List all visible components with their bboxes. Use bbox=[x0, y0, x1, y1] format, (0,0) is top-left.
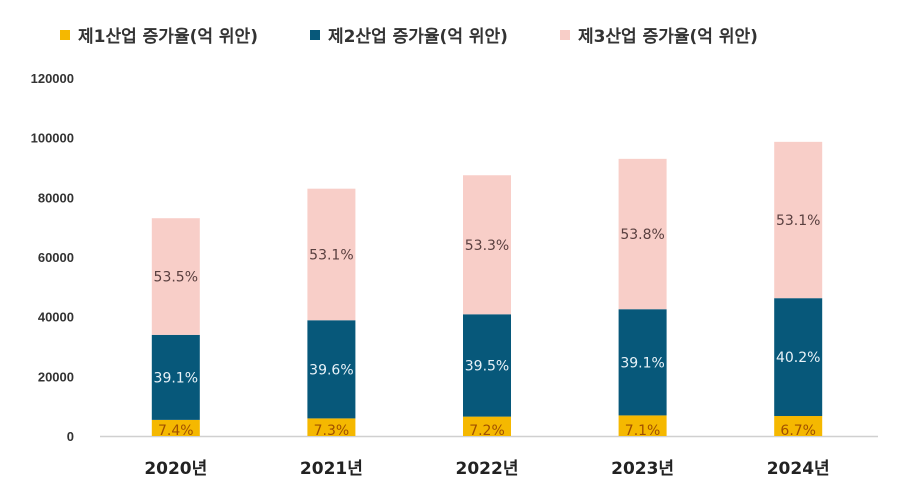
y-tick-label: 100000 bbox=[31, 131, 74, 146]
x-tick-label: 2024년 bbox=[767, 459, 830, 479]
bar-segment-1-4 bbox=[618, 415, 667, 436]
bar-segment-3-5 bbox=[774, 141, 823, 299]
bar-segment-1-2 bbox=[307, 418, 356, 436]
data-label-2-5: 40.2% bbox=[776, 350, 820, 366]
y-tick-label: 60000 bbox=[38, 250, 74, 265]
data-label-1-5: 6.7% bbox=[780, 423, 816, 439]
y-tick-label: 120000 bbox=[31, 71, 74, 86]
data-label-2-4: 39.1% bbox=[620, 355, 664, 371]
data-label-2-3: 39.5% bbox=[465, 358, 509, 374]
bar-segment-2-2 bbox=[307, 320, 356, 419]
data-label-1-1: 7.4% bbox=[158, 423, 194, 439]
x-tick-label: 2020년 bbox=[144, 459, 207, 479]
legend-item-primary: 제1산업 증가율(억 위안) bbox=[60, 22, 258, 47]
data-label-3-4: 53.8% bbox=[620, 227, 664, 243]
bar-segment-2-5 bbox=[774, 298, 823, 417]
legend-label-secondary: 제2산업 증가율(억 위안) bbox=[327, 27, 508, 47]
data-label-3-5: 53.1% bbox=[776, 213, 820, 229]
bar-segment-1-1 bbox=[151, 419, 200, 436]
y-tick-label: 80000 bbox=[38, 190, 74, 205]
legend-label-tertiary: 제3산업 증가율(억 위안) bbox=[577, 27, 758, 47]
bar-segment-3-1 bbox=[151, 218, 200, 335]
y-tick-label: 20000 bbox=[38, 369, 74, 384]
legend-swatch-secondary bbox=[309, 29, 320, 40]
legend-swatch-primary bbox=[60, 29, 70, 40]
bar-segment-2-1 bbox=[151, 334, 200, 420]
x-tick-label: 2022년 bbox=[456, 459, 519, 479]
data-label-2-2: 39.6% bbox=[309, 362, 353, 378]
legend-swatch-tertiary bbox=[559, 29, 570, 40]
y-tick-label: 0 bbox=[67, 429, 74, 444]
x-tick-label: 2023년 bbox=[611, 459, 674, 479]
data-label-1-4: 7.1% bbox=[625, 423, 661, 439]
bar-segment-3-4 bbox=[618, 158, 667, 310]
data-label-3-2: 53.1% bbox=[309, 247, 353, 263]
bar-segment-2-3 bbox=[463, 314, 511, 417]
bar-segment-3-3 bbox=[463, 175, 511, 315]
bar-segment-1-3 bbox=[463, 416, 511, 436]
chart-legend: 제1산업 증가율(억 위안) 제2산업 증가율(억 위안) 제3산업 증가율(억… bbox=[60, 22, 810, 47]
data-label-2-1: 39.1% bbox=[154, 370, 198, 386]
bar-segment-1-5 bbox=[774, 416, 823, 436]
data-label-3-1: 53.5% bbox=[154, 270, 198, 286]
legend-item-tertiary: 제3산업 증가율(억 위안) bbox=[559, 22, 758, 47]
bar-segment-2-4 bbox=[618, 309, 667, 416]
data-label-1-2: 7.3% bbox=[314, 423, 350, 439]
y-tick-label: 40000 bbox=[38, 310, 74, 325]
data-label-1-3: 7.2% bbox=[469, 423, 505, 439]
data-label-3-3: 53.3% bbox=[465, 238, 509, 254]
legend-item-secondary: 제2산업 증가율(억 위안) bbox=[309, 22, 508, 47]
x-tick-label: 2021년 bbox=[300, 459, 363, 479]
bar-segment-3-2 bbox=[307, 188, 356, 321]
legend-label-primary: 제1산업 증가율(억 위안) bbox=[78, 27, 258, 47]
